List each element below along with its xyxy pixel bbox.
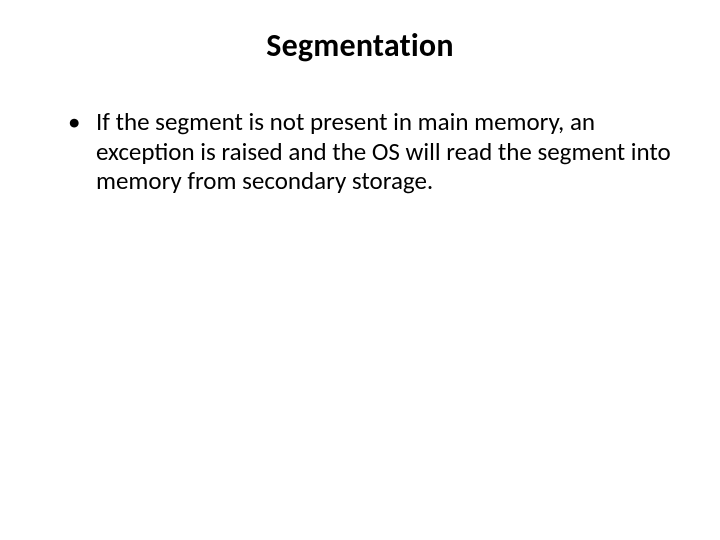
slide-title: Segmentation bbox=[48, 26, 672, 65]
bullet-item: If the segment is not present in main me… bbox=[68, 107, 672, 196]
bullet-list: If the segment is not present in main me… bbox=[48, 107, 672, 196]
